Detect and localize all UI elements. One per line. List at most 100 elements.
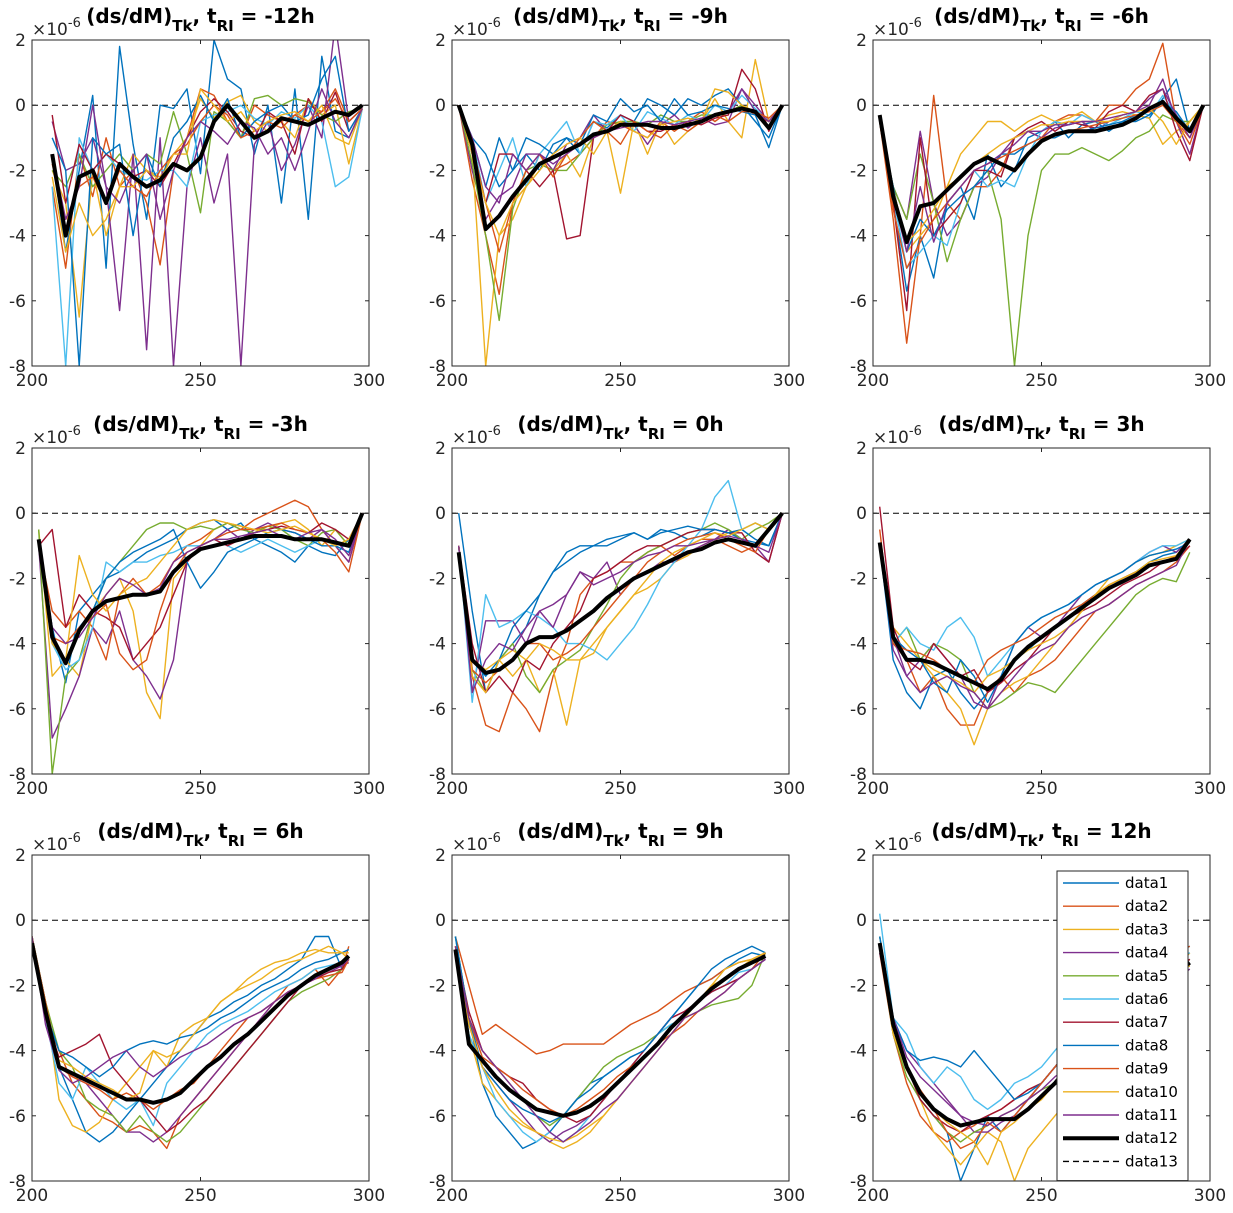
title-part: Tk xyxy=(603,425,624,443)
exponent-base: ×10 xyxy=(452,20,488,40)
subplot-title: (ds/dM)Tk, tRI = 12h xyxy=(931,819,1151,850)
series-line-data3 xyxy=(32,945,350,1133)
exponent-base: ×10 xyxy=(873,428,909,448)
series-line-data5 xyxy=(458,512,783,694)
axis-exponent-label: ×10-6 xyxy=(452,16,501,40)
series-group xyxy=(32,935,351,1150)
y-tick-label: -8 xyxy=(429,765,446,785)
legend-label-data6: data6 xyxy=(1125,990,1168,1008)
y-tick-label: -2 xyxy=(850,161,867,181)
x-tick-label: 300 xyxy=(1194,371,1226,391)
x-tick-label: 250 xyxy=(1025,1186,1057,1206)
title-part: RI xyxy=(648,832,665,850)
x-tick-label: 200 xyxy=(436,779,468,799)
y-tick-label: 0 xyxy=(435,504,446,524)
exponent-base: ×10 xyxy=(452,428,488,448)
series-line-data8 xyxy=(454,936,766,1124)
x-tick-label: 200 xyxy=(436,1186,468,1206)
exponent-power: -6 xyxy=(909,831,922,846)
x-tick-label: 250 xyxy=(184,1186,216,1206)
subplot-title: (ds/dM)Tk, tRI = -12h xyxy=(86,4,315,35)
series-line-data2 xyxy=(454,936,766,1055)
x-tick-label: 300 xyxy=(773,371,805,391)
series-line-data10 xyxy=(879,538,1191,694)
x-tick-label: 250 xyxy=(1025,371,1057,391)
y-tick-label: 0 xyxy=(15,96,26,116)
series-line-data5 xyxy=(32,936,350,1143)
series-line-data11 xyxy=(879,88,1204,253)
axis-exponent-label: ×10-6 xyxy=(452,424,501,448)
series-line-data12 xyxy=(32,942,351,1105)
y-tick-label: -2 xyxy=(429,161,446,181)
series-group xyxy=(877,42,1206,366)
exponent-base: ×10 xyxy=(873,20,909,40)
y-tick-label: -6 xyxy=(9,1107,26,1127)
series-group xyxy=(453,936,767,1150)
y-tick-label: 0 xyxy=(856,96,867,116)
series-group xyxy=(456,58,785,366)
legend: data1 data2 data3 data4 data5 data6 data7 data8… xyxy=(1056,870,1189,1182)
y-tick-label: -8 xyxy=(9,357,26,377)
title-part: , t xyxy=(619,4,644,28)
title-part: (ds/dM) xyxy=(513,4,599,28)
series-line-data8 xyxy=(458,97,783,188)
axis-exponent-label: ×10-6 xyxy=(873,831,922,855)
title-part: = 9h xyxy=(665,819,724,843)
title-part: = -9h xyxy=(661,4,728,28)
plot-area xyxy=(452,855,789,1181)
title-part: Tk xyxy=(603,832,624,850)
subplot-title: (ds/dM)Tk, tRI = 0h xyxy=(517,412,723,443)
subplot-title: (ds/dM)Tk, tRI = 3h xyxy=(938,412,1144,443)
exponent-base: ×10 xyxy=(873,835,909,855)
y-tick-label: -6 xyxy=(850,292,867,312)
x-tick-label: 300 xyxy=(1194,779,1226,799)
title-part: = 12h xyxy=(1079,819,1152,843)
series-line-data10 xyxy=(454,946,766,1143)
x-tick-label: 200 xyxy=(857,1186,889,1206)
title-part: (ds/dM) xyxy=(938,412,1024,436)
y-tick-label: 2 xyxy=(435,31,446,51)
legend-label-data9: data9 xyxy=(1125,1060,1168,1078)
title-part: Tk xyxy=(599,17,620,35)
legend-label-data12: data12 xyxy=(1125,1129,1178,1147)
title-part: (ds/dM) xyxy=(517,819,603,843)
exponent-base: ×10 xyxy=(32,428,68,448)
title-part: = 3h xyxy=(1086,412,1145,436)
x-tick-label: 200 xyxy=(436,371,468,391)
y-tick-label: -4 xyxy=(429,227,446,247)
series-line-data12 xyxy=(456,104,785,232)
x-tick-label: 200 xyxy=(857,371,889,391)
y-tick-label: -2 xyxy=(9,569,26,589)
axis-exponent-label: ×10-6 xyxy=(32,831,81,855)
exponent-base: ×10 xyxy=(32,835,68,855)
title-part: , t xyxy=(1038,819,1063,843)
title-part: , t xyxy=(199,412,224,436)
series-line-data8 xyxy=(51,55,363,366)
title-part: , t xyxy=(192,4,217,28)
exponent-power: -6 xyxy=(488,831,501,846)
subplot-title: (ds/dM)Tk, tRI = -6h xyxy=(934,4,1149,35)
y-tick-label: -4 xyxy=(850,635,867,655)
x-tick-label: 250 xyxy=(604,779,636,799)
y-tick-label: 2 xyxy=(15,846,26,866)
x-tick-label: 250 xyxy=(1025,779,1057,799)
series-line-data10 xyxy=(458,88,783,237)
y-tick-label: -4 xyxy=(850,1042,867,1062)
title-part: , t xyxy=(1045,412,1070,436)
exponent-power: -6 xyxy=(488,424,501,439)
series-line-data11 xyxy=(879,538,1191,710)
title-part: = -6h xyxy=(1082,4,1149,28)
y-tick-label: -2 xyxy=(850,569,867,589)
x-tick-label: 200 xyxy=(16,1186,48,1206)
series-line-data8 xyxy=(458,512,783,677)
legend-label-data5: data5 xyxy=(1125,967,1168,985)
x-tick-label: 300 xyxy=(353,371,385,391)
exponent-power: -6 xyxy=(488,16,501,31)
title-part: Tk xyxy=(183,832,204,850)
legend-label-data7: data7 xyxy=(1125,1013,1168,1031)
